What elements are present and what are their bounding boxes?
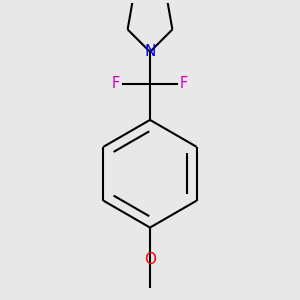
Text: N: N (144, 44, 156, 59)
Text: F: F (180, 76, 188, 91)
Text: O: O (144, 252, 156, 267)
Text: F: F (112, 76, 120, 91)
